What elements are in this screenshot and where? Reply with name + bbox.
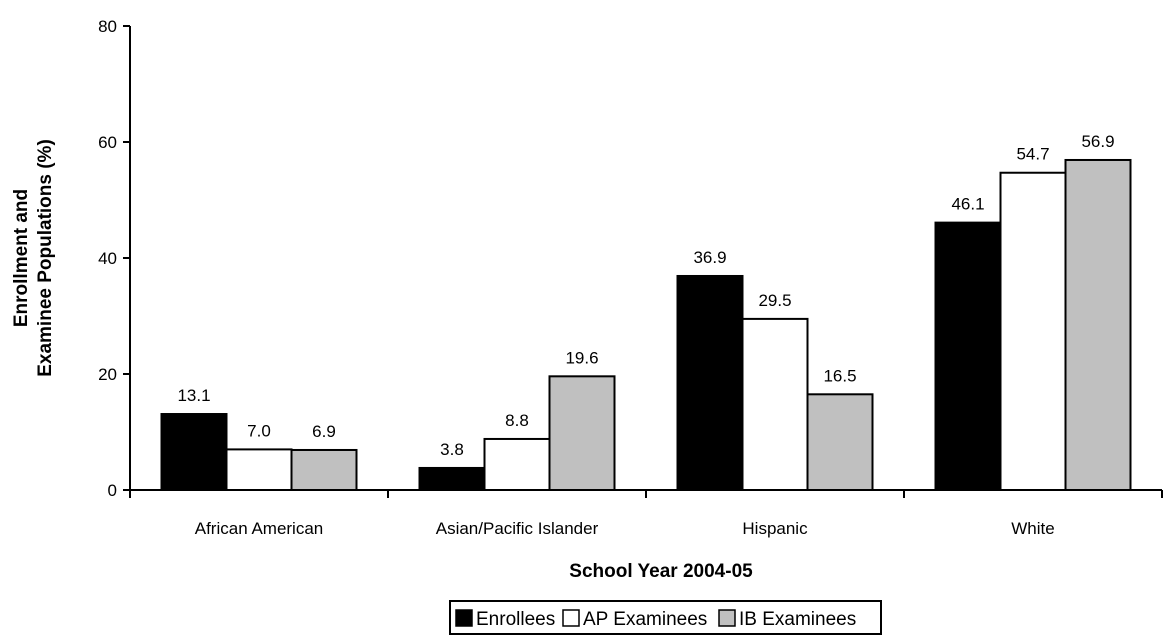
data-label: 46.1 <box>951 195 984 214</box>
legend: Enrollees AP Examinees IB Examinees <box>449 600 882 635</box>
bar-ib-examinees-0 <box>290 448 358 492</box>
y-tick-label: 0 <box>108 481 117 500</box>
bar-enrollees-2 <box>676 274 744 492</box>
bar-enrollees-1 <box>418 466 486 491</box>
data-labels-layer: 13.1 7.0 6.9 3.8 8.8 19.6 36.9 29.5 16.5 46.1 54.7… <box>177 132 1114 459</box>
axis-text-layer: 0 20 40 60 80 African American Asian/Pacific I… <box>11 17 1055 582</box>
legend-swatch <box>718 609 736 627</box>
y-axis-title-line: Examinee Populations (%) <box>35 139 56 377</box>
y-tick-label: 20 <box>98 365 117 384</box>
data-label: 19.6 <box>565 348 598 367</box>
legend-swatch <box>562 609 580 627</box>
legend-label: IB Examinees <box>739 609 856 630</box>
y-axis-title-line: Enrollment and <box>11 189 32 327</box>
legend-box <box>449 600 882 635</box>
data-label: 7.0 <box>247 421 271 440</box>
data-label: 54.7 <box>1016 145 1049 164</box>
bar-ap-examinees-0 <box>225 448 293 491</box>
legend-swatch <box>455 609 473 627</box>
bars-layer <box>160 158 1132 492</box>
axes-layer <box>123 25 1163 498</box>
x-tick-label: African American <box>195 519 324 538</box>
x-tick-label: Hispanic <box>742 519 808 538</box>
x-axis-title: School Year 2004-05 <box>569 561 753 582</box>
data-label: 13.1 <box>177 386 210 405</box>
y-tick-label: 80 <box>98 17 117 36</box>
data-label: 36.9 <box>693 248 726 267</box>
bar-ap-examinees-1 <box>483 437 551 491</box>
bar-enrollees-3 <box>934 221 1002 491</box>
data-label: 29.5 <box>758 291 791 310</box>
data-label: 16.5 <box>823 366 856 385</box>
bar-ib-examinees-1 <box>548 375 616 492</box>
bar-enrollees-0 <box>160 413 228 491</box>
data-label: 56.9 <box>1081 132 1114 151</box>
data-label: 8.8 <box>505 411 529 430</box>
legend-label: Enrollees <box>476 609 555 630</box>
data-label: 3.8 <box>440 440 464 459</box>
bar-ap-examinees-3 <box>999 171 1067 492</box>
legend-label: AP Examinees <box>583 609 707 630</box>
x-tick-label: Asian/Pacific Islander <box>436 519 599 538</box>
bar-ib-examinees-2 <box>806 393 874 491</box>
y-tick-label: 60 <box>98 133 117 152</box>
bar-ap-examinees-2 <box>741 317 809 491</box>
data-label: 6.9 <box>312 422 336 441</box>
y-tick-label: 40 <box>98 249 117 268</box>
x-tick-label: White <box>1011 519 1054 538</box>
bar-ib-examinees-3 <box>1064 158 1132 491</box>
